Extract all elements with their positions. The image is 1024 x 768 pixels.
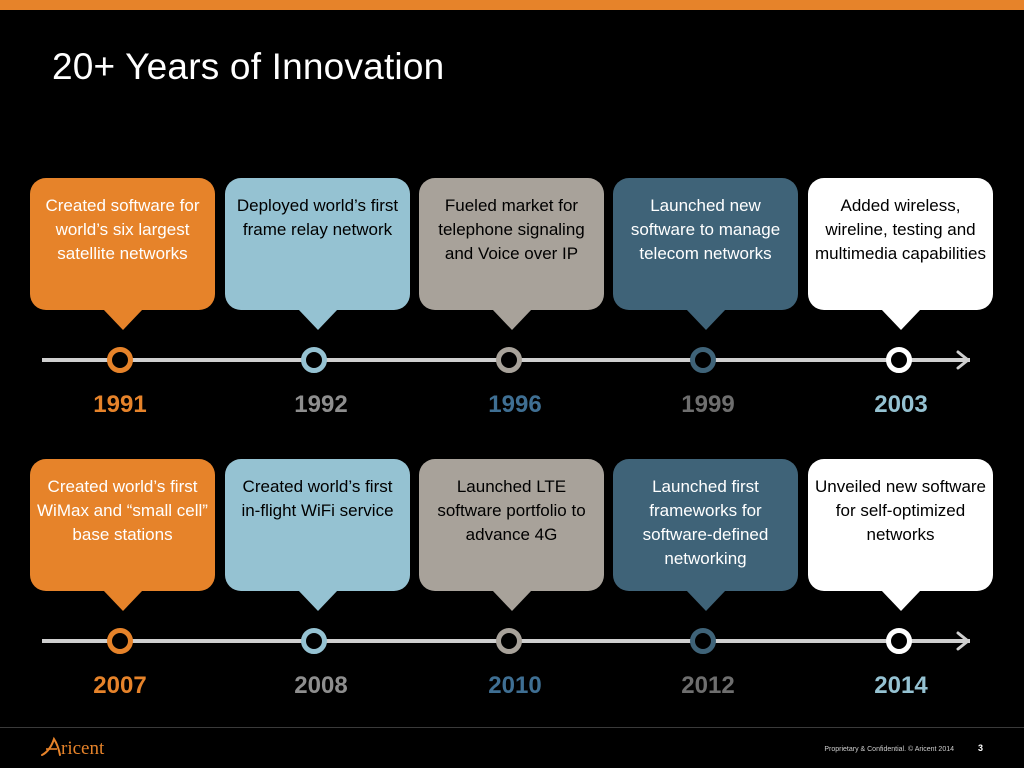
milestone-bubble: Added wireless, wireline, testing and mu… — [808, 178, 993, 330]
timeline-node — [107, 628, 133, 654]
footer-divider — [0, 727, 1024, 728]
page-number: 3 — [978, 743, 984, 753]
milestone-text: Launched LTE software portfolio to advan… — [437, 477, 586, 544]
timeline-node — [301, 347, 327, 373]
milestone-bubble: Unveiled new software for self-optimized… — [808, 459, 993, 611]
bubble-pointer — [491, 309, 532, 330]
bubble-pointer — [297, 590, 338, 611]
bubble-pointer — [880, 309, 921, 330]
milestone-year: 2012 — [681, 672, 735, 699]
milestone-text: Created world’s first in-flight WiFi ser… — [241, 477, 394, 520]
bubble-pointer — [880, 590, 921, 611]
milestone-year: 2007 — [93, 672, 147, 699]
milestone-year: 1991 — [93, 391, 147, 418]
aricent-logo: ricent — [41, 736, 105, 759]
milestone-text: Unveiled new software for self-optimized… — [814, 477, 987, 544]
timeline-node — [886, 347, 912, 373]
timeline-row-2: Created world’s first WiMax and “small c… — [0, 459, 1024, 709]
timeline-node — [107, 347, 133, 373]
timeline-node — [496, 347, 522, 373]
arrow-right-icon — [956, 631, 970, 651]
accent-top-bar — [0, 0, 1024, 10]
bubble-pointer — [297, 309, 338, 330]
milestone-year: 1999 — [681, 391, 735, 418]
confidential-notice: Proprietary & Confidential. © Aricent 20… — [824, 746, 954, 753]
milestone-text: Deployed world’s first frame relay netwo… — [236, 196, 399, 239]
milestone-bubble: Launched new software to manage telecom … — [613, 178, 798, 330]
bubble-pointer — [102, 309, 143, 330]
bubble-pointer — [685, 309, 726, 330]
timeline-node — [301, 628, 327, 654]
milestone-text: Launched first frameworks for software-d… — [642, 477, 769, 568]
timeline-node — [886, 628, 912, 654]
timeline-node — [690, 347, 716, 373]
milestone-bubble: Created world’s first WiMax and “small c… — [30, 459, 215, 611]
bubble-pointer — [491, 590, 532, 611]
milestone-year: 2003 — [874, 391, 928, 418]
arrow-right-icon — [956, 350, 970, 370]
bubble-pointer — [685, 590, 726, 611]
milestone-bubble: Created world’s first in-flight WiFi ser… — [225, 459, 410, 611]
milestone-year: 2014 — [874, 672, 928, 699]
timeline-node — [690, 628, 716, 654]
timeline-row-1: Created software for world’s six largest… — [0, 178, 1024, 428]
milestone-text: Created world’s first WiMax and “small c… — [37, 477, 208, 544]
milestone-text: Created software for world’s six largest… — [45, 196, 200, 263]
milestone-text: Launched new software to manage telecom … — [630, 196, 781, 263]
milestone-text: Added wireless, wireline, testing and mu… — [814, 196, 987, 263]
milestone-text: Fueled market for telephone signaling an… — [438, 196, 585, 263]
milestone-year: 2008 — [294, 672, 348, 699]
milestone-bubble: Launched first frameworks for software-d… — [613, 459, 798, 611]
svg-text:ricent: ricent — [61, 738, 105, 759]
milestone-bubble: Launched LTE software portfolio to advan… — [419, 459, 604, 611]
milestone-year: 1996 — [488, 391, 542, 418]
bubble-pointer — [102, 590, 143, 611]
milestone-bubble: Fueled market for telephone signaling an… — [419, 178, 604, 330]
milestone-bubble: Deployed world’s first frame relay netwo… — [225, 178, 410, 330]
milestone-year: 2010 — [488, 672, 542, 699]
milestone-bubble: Created software for world’s six largest… — [30, 178, 215, 330]
slide-title: 20+ Years of Innovation — [52, 46, 445, 87]
timeline-node — [496, 628, 522, 654]
milestone-year: 1992 — [294, 391, 348, 418]
